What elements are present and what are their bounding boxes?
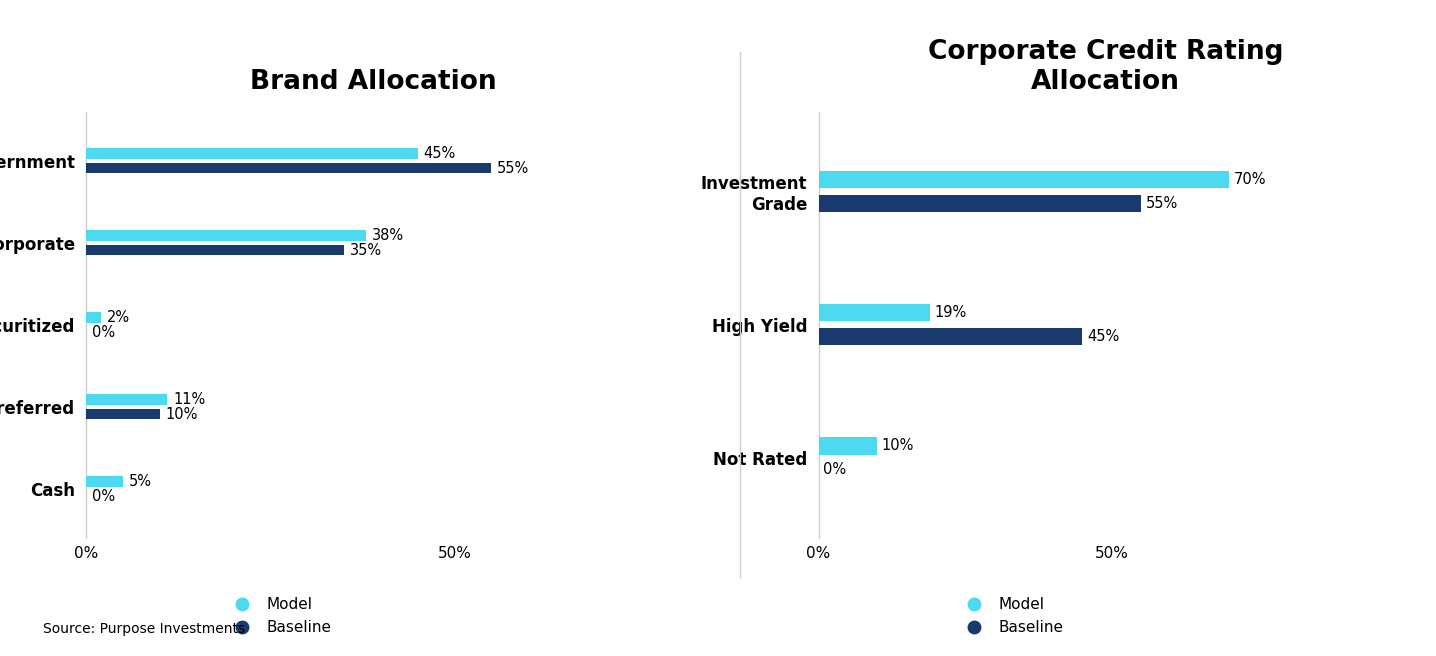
Text: 0%: 0% <box>823 462 846 478</box>
Bar <box>819 328 1083 345</box>
Bar <box>86 312 101 323</box>
Text: 19%: 19% <box>935 305 966 320</box>
Bar <box>86 245 343 255</box>
Text: 5%: 5% <box>129 474 152 489</box>
Bar <box>819 438 877 455</box>
Text: Source: Purpose Investments: Source: Purpose Investments <box>43 623 246 636</box>
Bar <box>86 394 167 405</box>
Text: 11%: 11% <box>174 392 205 407</box>
Bar <box>819 171 1229 188</box>
Title: Corporate Credit Rating
Allocation: Corporate Credit Rating Allocation <box>928 39 1284 95</box>
Bar <box>819 304 931 321</box>
Bar <box>86 409 159 419</box>
Text: 10%: 10% <box>165 407 198 422</box>
Text: 45%: 45% <box>1087 329 1119 344</box>
Bar <box>819 195 1140 212</box>
Text: 35%: 35% <box>350 243 382 258</box>
Legend: Model, Baseline: Model, Baseline <box>952 591 1070 641</box>
Legend: Model, Baseline: Model, Baseline <box>220 591 337 641</box>
Title: Brand Allocation: Brand Allocation <box>250 70 497 95</box>
Text: 55%: 55% <box>497 161 530 176</box>
Text: 45%: 45% <box>424 146 455 161</box>
Text: 0%: 0% <box>92 325 115 340</box>
Bar <box>86 148 418 159</box>
Bar <box>86 476 123 487</box>
Bar <box>86 163 491 173</box>
Bar <box>86 230 366 241</box>
Text: 2%: 2% <box>106 310 129 325</box>
Text: 70%: 70% <box>1234 172 1267 187</box>
Text: 55%: 55% <box>1146 196 1178 211</box>
Text: 38%: 38% <box>372 228 404 243</box>
Text: 10%: 10% <box>882 438 915 453</box>
Text: 0%: 0% <box>92 489 115 504</box>
